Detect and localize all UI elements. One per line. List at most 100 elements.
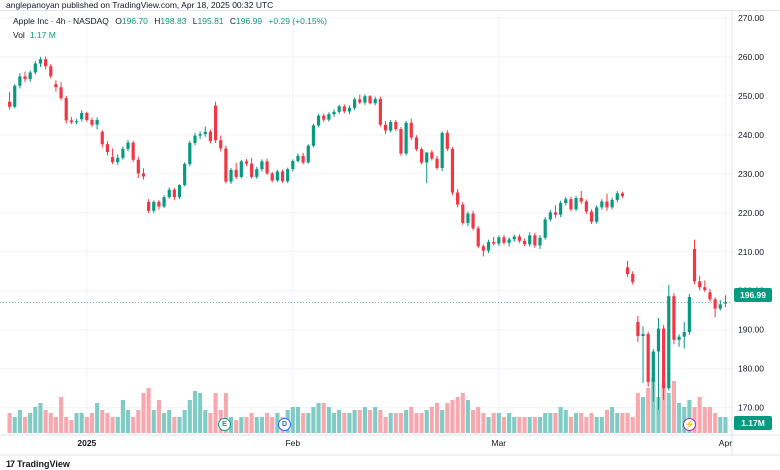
volume-bar (450, 400, 455, 433)
volume-bar (187, 400, 192, 433)
candle-body (167, 189, 171, 198)
volume-bar (12, 417, 17, 433)
volume-bar (275, 413, 280, 433)
volume-bar (625, 413, 630, 433)
time-axis[interactable]: 2025 Feb Mar Apr (0, 434, 780, 456)
candle (90, 117, 94, 128)
candle-body (327, 114, 331, 120)
candle-body (425, 152, 429, 163)
volume-bar (568, 417, 573, 433)
close-value: 196.99 (236, 16, 263, 26)
candle (373, 96, 377, 106)
volume-bar (702, 407, 707, 433)
candle (95, 117, 99, 130)
tradingview-logo[interactable]: 17 TradingView (6, 459, 70, 469)
candle (430, 150, 434, 161)
candle-body (337, 106, 341, 112)
candle-body (559, 203, 563, 215)
candle (512, 234, 516, 242)
candle-body (610, 199, 614, 208)
candle-body (224, 148, 228, 182)
volume-bar (17, 410, 22, 433)
candle (703, 280, 707, 293)
candle (208, 129, 213, 144)
candle (126, 139, 130, 152)
candle-body (244, 161, 249, 164)
candle (615, 190, 619, 203)
volume-bar (579, 413, 584, 433)
candle (425, 152, 429, 184)
volume-bar (594, 417, 599, 433)
candle (414, 135, 419, 152)
volume-bar (537, 417, 543, 433)
volume-bar (33, 407, 38, 433)
candle-body (435, 158, 439, 168)
candle-body (85, 113, 89, 121)
candle (358, 94, 362, 105)
candle-body (100, 131, 104, 145)
dividend-event-icon[interactable]: D (278, 418, 291, 431)
candle (440, 131, 444, 172)
candle (404, 120, 408, 156)
candle-body (316, 115, 321, 126)
volume-bar (239, 417, 244, 433)
volume-bar (481, 413, 486, 433)
candle (100, 130, 104, 148)
candle-body (291, 160, 295, 170)
earnings-event-icon[interactable]: E (218, 418, 231, 431)
volume-bar (635, 393, 640, 433)
volume-bar (301, 413, 306, 433)
candle (389, 120, 393, 133)
volume-bar (321, 403, 326, 433)
candle-body (471, 213, 475, 229)
volume-bar (671, 381, 676, 433)
candle-body (116, 157, 120, 163)
candle-body (28, 72, 32, 80)
volume-bar (223, 393, 228, 433)
y-tick-label: 250.00 (738, 91, 764, 101)
candle-body (687, 296, 691, 333)
volume-bar (507, 413, 512, 433)
candle (347, 105, 352, 115)
candle (559, 200, 563, 218)
volume-bar (419, 413, 424, 433)
candle (157, 199, 161, 210)
candle (322, 113, 326, 122)
candle-body (466, 213, 470, 223)
volume-bar (455, 397, 460, 433)
current-price-tag: 196.99 (734, 288, 772, 302)
candle (445, 130, 449, 152)
candle (522, 238, 527, 247)
volume-bar (610, 407, 615, 433)
volume-bar (362, 407, 367, 433)
volume-bar (203, 410, 208, 433)
volume-bar (172, 417, 177, 433)
candle (152, 200, 156, 214)
volume-bar (574, 413, 579, 433)
candle-body (579, 197, 583, 202)
candle-body (692, 249, 697, 282)
volume-bar (713, 413, 718, 433)
volume-bar (584, 417, 589, 433)
volume-bar (290, 407, 295, 433)
volume-bar (295, 407, 301, 433)
volume-bar (95, 403, 100, 433)
split-event-icon[interactable]: ⚡ (683, 418, 696, 431)
candle-body (481, 246, 485, 251)
candle-body (203, 131, 207, 135)
price-axis[interactable]: 170.00180.00190.00200.00210.00220.00230.… (731, 10, 764, 455)
candle-body (147, 201, 151, 211)
candle-body (543, 219, 547, 238)
candle-body (461, 204, 465, 223)
candle (18, 73, 22, 89)
candle (167, 187, 171, 199)
volume-bar (265, 413, 270, 433)
candle-body (450, 148, 455, 193)
volume-bar (604, 410, 610, 433)
volume-bar (517, 417, 522, 433)
grid (0, 14, 732, 433)
candle-body (152, 201, 156, 211)
candle (74, 118, 79, 125)
volume-bar (254, 417, 259, 433)
